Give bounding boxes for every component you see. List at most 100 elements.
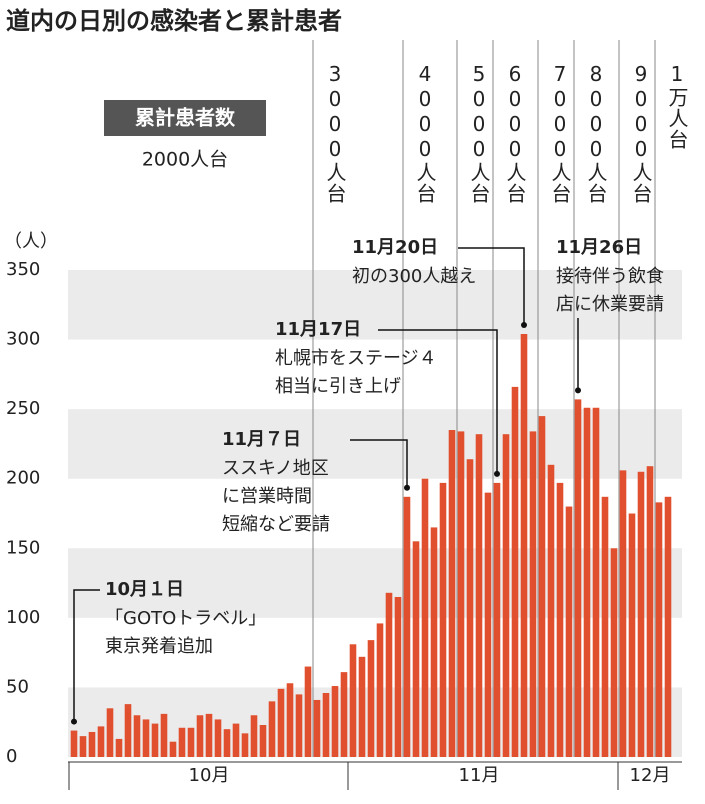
bar: [628, 513, 636, 757]
y-tick-label: 50: [6, 676, 29, 697]
x-tick-label: 12月: [630, 765, 671, 786]
legend-box-label: 累計患者数: [135, 106, 236, 130]
bar: [331, 686, 339, 757]
bar: [304, 666, 312, 757]
milestone-label: 1万人台: [665, 62, 689, 150]
bar: [547, 464, 555, 757]
bar: [88, 731, 96, 757]
y-tick-label: 0: [6, 746, 17, 767]
legend-sub: 2000人台: [142, 149, 228, 171]
bar: [160, 713, 168, 757]
bar: [601, 496, 609, 757]
bar: [79, 736, 87, 757]
bar: [556, 482, 564, 757]
bar: [196, 715, 204, 757]
bar: [538, 416, 546, 757]
bar: [664, 496, 672, 757]
callout-line: [350, 439, 408, 488]
bar: [187, 727, 195, 757]
callout-text: 「GOTOトラベル」: [105, 608, 266, 629]
bar: [151, 723, 159, 757]
bar: [619, 470, 627, 757]
bar: [520, 334, 528, 757]
bar: [358, 656, 366, 757]
bar: [205, 713, 213, 757]
bar: [448, 430, 456, 757]
bar: [565, 506, 573, 757]
bar: [637, 471, 645, 757]
callout-line: [378, 329, 498, 474]
callout-date: 10月１日: [105, 579, 184, 600]
callout-text: 初の300人越え: [352, 266, 476, 287]
bar: [322, 692, 330, 757]
milestone-label: 7000人台: [548, 62, 572, 204]
y-tick-label: 150: [6, 537, 40, 558]
bar: [340, 672, 348, 757]
bar: [529, 431, 537, 757]
callout-text: 札幌市をステージ４: [275, 348, 437, 369]
callout-date: 11月７日: [222, 429, 301, 450]
bar: [142, 719, 150, 757]
callout-date: 11月26日: [556, 237, 642, 258]
bar: [376, 623, 384, 757]
bar: [97, 726, 105, 757]
callout-text: 東京発着追加: [105, 636, 213, 657]
bar: [421, 478, 429, 757]
y-tick-label: 200: [6, 468, 40, 489]
bar: [106, 708, 114, 757]
bar: [592, 407, 600, 757]
grid-band: [68, 270, 682, 340]
callout-text: 相当に引き上げ: [275, 376, 401, 397]
bar: [286, 683, 294, 757]
y-tick-label: 300: [6, 329, 40, 350]
y-unit: （人）: [4, 231, 58, 252]
x-tick-label: 11月: [459, 765, 500, 786]
bar: [214, 719, 222, 757]
bar: [169, 741, 177, 757]
milestone-label: 6000人台: [503, 62, 527, 204]
bar: [133, 715, 141, 757]
callout-date: 11月17日: [275, 319, 361, 340]
y-tick-label: 100: [6, 607, 40, 628]
bar: [655, 502, 663, 757]
bar: [367, 640, 375, 757]
bar: [259, 724, 267, 757]
callout-text: 短縮など要請: [222, 514, 330, 535]
bar: [394, 596, 402, 757]
bar: [412, 541, 420, 757]
milestone-label: 9000人台: [629, 62, 653, 204]
milestone-label: 3000人台: [323, 62, 347, 204]
bar: [349, 644, 357, 757]
bar: [646, 466, 654, 757]
bar: [484, 492, 492, 757]
bar: [511, 386, 519, 757]
bar: [475, 434, 483, 757]
bar: [70, 730, 78, 757]
x-tick-label: 10月: [189, 765, 230, 786]
milestone-label: 8000人台: [584, 62, 608, 204]
bar: [223, 729, 231, 757]
callout-text: 接待伴う飲食: [556, 266, 664, 287]
callout-text: に営業時間: [222, 486, 312, 507]
bar: [439, 482, 447, 757]
bar: [124, 704, 132, 757]
bar: [466, 459, 474, 757]
bar: [241, 733, 249, 757]
bar: [583, 407, 591, 757]
bar: [457, 431, 465, 757]
milestone-label: 4000人台: [413, 62, 437, 204]
bar: [115, 738, 123, 757]
callout-text: ススキノ地区: [222, 458, 329, 479]
bar: [493, 482, 501, 757]
chart-title: 道内の日別の感染者と累計患者: [6, 7, 342, 35]
callout-line: [458, 247, 525, 326]
bar: [250, 715, 258, 757]
bar: [403, 496, 411, 757]
bar: [385, 592, 393, 757]
bar: [574, 399, 582, 757]
bar: [502, 434, 510, 757]
milestone-label: 5000人台: [467, 62, 491, 204]
bar: [232, 723, 240, 757]
bar: [268, 701, 276, 757]
